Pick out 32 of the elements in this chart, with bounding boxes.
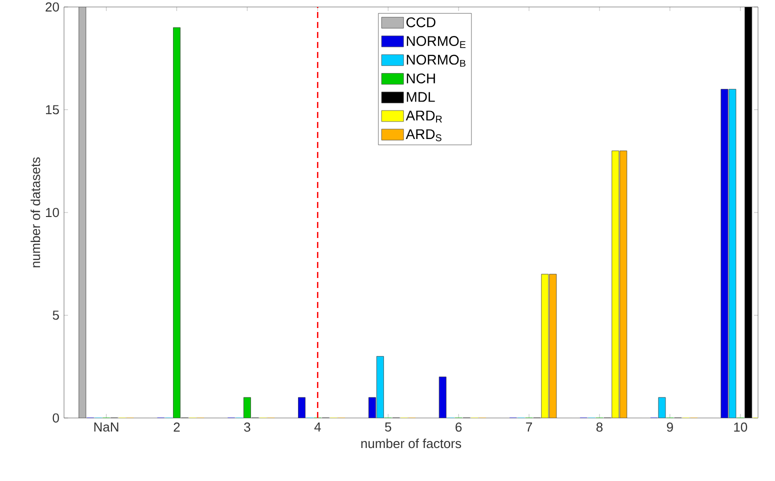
legend-label: CCD bbox=[406, 17, 436, 28]
x-tick-label: 4 bbox=[314, 422, 321, 432]
legend-label: ARD$_{R}$ bbox=[406, 110, 442, 123]
y-tick-label: 0 bbox=[52, 413, 59, 423]
x-tick-label: NaN bbox=[94, 422, 118, 432]
legend-label: NORMO$_{B}$ bbox=[406, 54, 466, 67]
bar bbox=[438, 376, 446, 418]
y-axis-title: number of datasets bbox=[30, 157, 40, 268]
bar bbox=[612, 150, 620, 418]
y-tick-label: 5 bbox=[52, 310, 59, 320]
legend-label: NORMO$_{E}$ bbox=[406, 36, 466, 48]
legend-label: ARD$_{S}$ bbox=[406, 129, 442, 142]
x-tick-label: 8 bbox=[596, 422, 603, 432]
bar bbox=[728, 88, 736, 418]
x-tick-label: 10 bbox=[734, 422, 748, 432]
x-axis-title: number of factors bbox=[361, 438, 462, 448]
legend-label: NCH bbox=[406, 73, 435, 84]
bar bbox=[620, 150, 628, 418]
x-tick-label: 3 bbox=[244, 422, 250, 432]
bar bbox=[376, 356, 384, 418]
y-tick-label: 10 bbox=[46, 208, 59, 218]
bar bbox=[243, 397, 251, 418]
legend-label: MDL bbox=[406, 92, 435, 102]
x-tick-label: 9 bbox=[666, 422, 673, 432]
bar bbox=[549, 274, 557, 418]
x-tick-label: 2 bbox=[174, 422, 180, 432]
x-tick-label: 5 bbox=[385, 422, 392, 432]
x-tick-label: 6 bbox=[456, 422, 462, 432]
y-tick-label: 20 bbox=[46, 2, 59, 12]
bar bbox=[173, 27, 180, 418]
x-tick-label: 7 bbox=[526, 422, 532, 432]
y-tick-label: 15 bbox=[46, 105, 59, 114]
